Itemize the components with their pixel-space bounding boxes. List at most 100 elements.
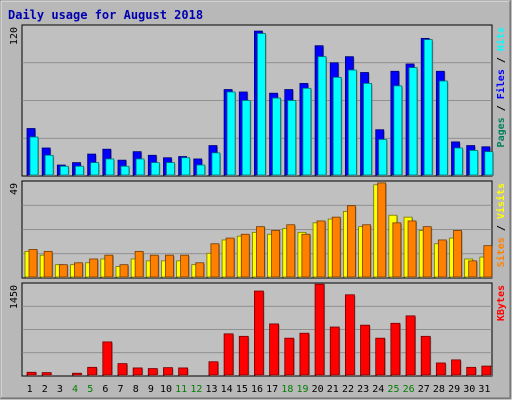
- bar-kbytes-day-31: [481, 365, 492, 376]
- day-label-6: 6: [102, 384, 108, 395]
- axis-label-separator: /: [496, 99, 507, 117]
- bar-sites-day-23: [362, 224, 372, 278]
- bar-kbytes-day-17: [269, 323, 280, 376]
- bar-kbytes-day-7: [117, 363, 128, 376]
- bar-sites-day-5: [89, 258, 99, 278]
- bar-sites-day-14: [225, 237, 236, 278]
- day-label-24: 24: [372, 384, 384, 395]
- day-label-5: 5: [87, 384, 93, 395]
- day-label-7: 7: [118, 384, 124, 395]
- panel-pages-files-hits: 120 Pages / Files / Hits: [9, 24, 507, 177]
- bar-hits-day-28: [438, 80, 449, 176]
- bar-kbytes-day-5: [87, 366, 98, 376]
- bar-sites-day-28: [437, 239, 448, 278]
- bar-hits-day-20: [317, 56, 328, 177]
- panel-visits-sites: 49 Sites / Visits: [9, 180, 507, 279]
- day-label-3: 3: [57, 384, 63, 395]
- bar-sites-day-18: [286, 224, 296, 278]
- day-label-1: 1: [27, 384, 33, 395]
- bar-hits-day-1: [29, 136, 39, 176]
- day-label-10: 10: [160, 384, 172, 395]
- day-label-26: 26: [403, 384, 415, 395]
- bar-kbytes-day-20: [314, 283, 326, 376]
- bar-hits-day-16: [257, 33, 267, 176]
- axis-label-part: KBytes: [496, 285, 507, 321]
- bar-kbytes-day-30: [466, 366, 477, 376]
- day-label-8: 8: [133, 384, 139, 395]
- bar-kbytes-day-9: [147, 368, 159, 376]
- bar-sites-day-19: [301, 233, 311, 278]
- day-label-19: 19: [296, 384, 308, 395]
- bar-kbytes-day-11: [178, 367, 189, 376]
- bar-kbytes-day-19: [299, 332, 310, 376]
- axis-label-separator: /: [496, 51, 507, 69]
- axis-label-part: Sites: [495, 237, 507, 267]
- day-label-20: 20: [312, 384, 324, 395]
- bar-hits-day-22: [347, 69, 358, 176]
- chart-panels: 120 Pages / Files / Hits 49 Sites / Visits 1…: [9, 24, 507, 377]
- chart-title: Daily usage for August 2018: [8, 8, 203, 22]
- bar-sites-day-4: [74, 262, 84, 278]
- bar-kbytes-day-26: [405, 315, 417, 376]
- day-label-29: 29: [448, 384, 460, 395]
- day-label-9: 9: [148, 384, 154, 395]
- bar-sites-day-7: [119, 264, 129, 278]
- bar-hits-day-4: [75, 165, 85, 176]
- panel-max-label: 49: [9, 183, 20, 195]
- day-label-13: 13: [205, 384, 217, 395]
- bar-sites-day-3: [58, 264, 69, 278]
- axis-label-part: Hits: [495, 27, 507, 51]
- bar-kbytes-day-4: [72, 372, 83, 376]
- bar-hits-day-19: [302, 87, 312, 176]
- bar-sites-day-6: [104, 254, 114, 278]
- day-label-15: 15: [236, 384, 248, 395]
- bar-sites-day-8: [134, 250, 145, 278]
- bar-hits-day-23: [363, 83, 373, 176]
- axis-label-part: Visits: [495, 183, 507, 219]
- bar-kbytes-day-23: [360, 324, 371, 376]
- day-label-16: 16: [251, 384, 263, 395]
- bar-sites-day-24: [377, 182, 387, 278]
- bar-hits-day-2: [44, 154, 55, 176]
- panel-axis-label: KBytes: [496, 285, 507, 321]
- bar-hits-day-25: [393, 85, 403, 176]
- bar-hits-day-10: [166, 162, 176, 176]
- bar-hits-day-15: [241, 100, 252, 176]
- bar-hits-day-31: [484, 151, 494, 176]
- bar-kbytes-day-2: [41, 372, 53, 376]
- bar-sites-day-31: [483, 245, 493, 278]
- bar-kbytes-day-29: [451, 359, 462, 376]
- bar-sites-day-11: [180, 254, 190, 278]
- bar-kbytes-day-27: [420, 335, 432, 376]
- bar-sites-day-20: [316, 220, 327, 278]
- day-label-22: 22: [342, 384, 354, 395]
- bar-hits-day-14: [226, 91, 237, 176]
- bar-sites-day-27: [422, 226, 433, 278]
- bar-kbytes-day-8: [132, 367, 144, 376]
- day-label-18: 18: [281, 384, 293, 395]
- day-label-14: 14: [221, 384, 233, 395]
- bar-hits-day-8: [135, 158, 146, 176]
- bar-sites-day-30: [468, 260, 478, 278]
- bar-kbytes-day-14: [223, 333, 235, 376]
- panel-max-label: 120: [9, 27, 20, 45]
- bar-sites-day-12: [195, 262, 205, 278]
- bar-sites-day-29: [453, 230, 463, 278]
- bar-hits-day-26: [408, 67, 419, 176]
- bar-sites-day-17: [271, 230, 281, 278]
- bar-hits-day-29: [454, 147, 464, 176]
- bar-kbytes-day-1: [26, 371, 37, 376]
- bar-hits-day-18: [287, 100, 297, 176]
- day-label-28: 28: [433, 384, 445, 395]
- day-label-17: 17: [266, 384, 278, 395]
- day-label-23: 23: [357, 384, 369, 395]
- day-label-11: 11: [175, 384, 187, 395]
- bar-sites-day-15: [240, 233, 251, 278]
- series-sites: [28, 182, 493, 278]
- bar-kbytes-day-28: [435, 362, 447, 376]
- bar-hits-day-6: [105, 158, 115, 176]
- bar-sites-day-1: [28, 249, 38, 278]
- axis-label-separator: /: [496, 219, 507, 237]
